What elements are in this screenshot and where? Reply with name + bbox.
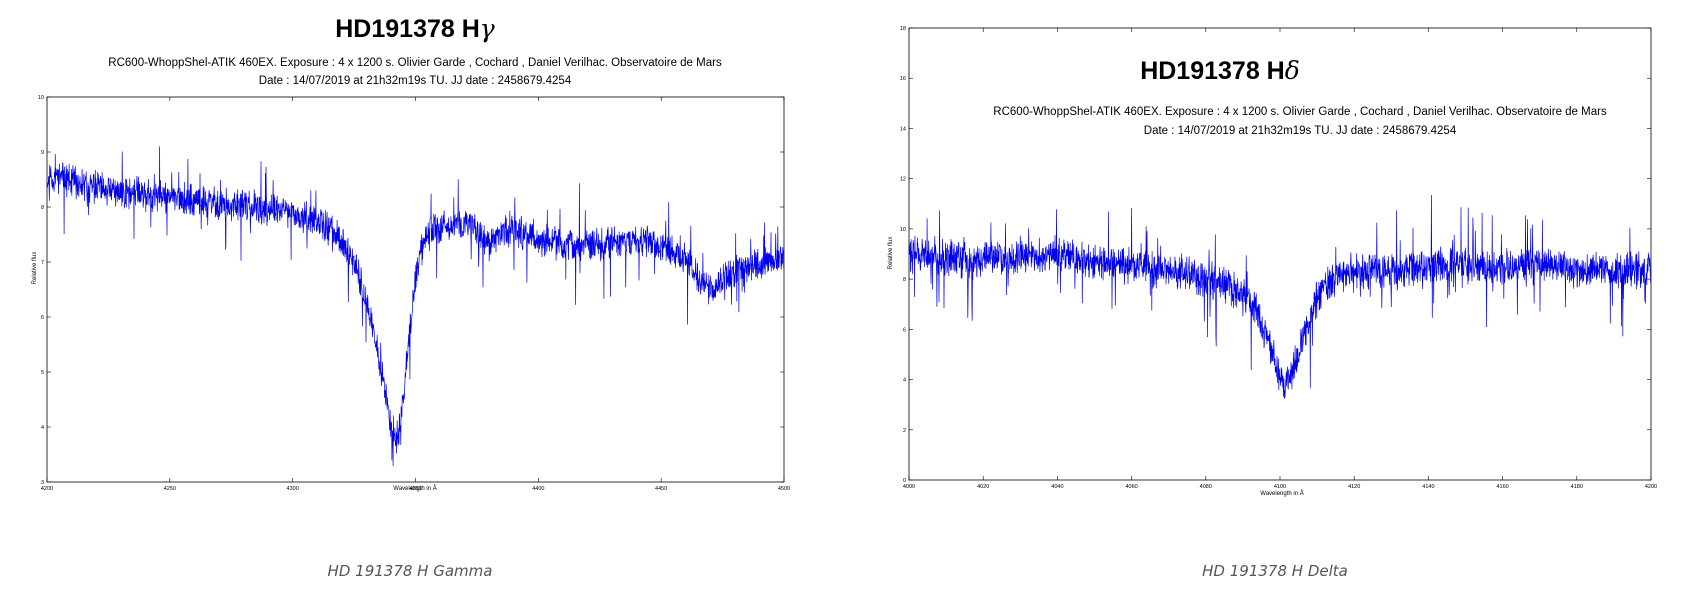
y-tick-label: 2 xyxy=(903,428,906,434)
title-symbol-gamma: γ xyxy=(480,14,495,43)
x-tick-label: 4060 xyxy=(1125,484,1137,490)
x-tick-label: 4300 xyxy=(287,486,299,492)
y-axis-label: Relative flux xyxy=(888,237,894,270)
title-symbol-delta: δ xyxy=(1285,56,1300,85)
y-tick-label: 7 xyxy=(41,260,44,266)
chart-title: HD191378 Hδ xyxy=(1140,56,1300,85)
y-tick-label: 4 xyxy=(41,425,44,431)
plot-area: 4200 4250 4300 4350 4400 4450 4500 3 4 5 6 7 8 9 10 xyxy=(38,95,790,492)
y-tick-label: 12 xyxy=(900,177,906,183)
chart-subtitle-line1: RC600-WhoppShel-ATIK 460EX. Exposure : 4… xyxy=(993,106,1607,118)
y-axis-label: Relative flux xyxy=(32,252,38,285)
y-tick-label: 4 xyxy=(903,378,906,384)
spectrum-chart-h-delta: HD191378 Hδ RC600-WhoppShel-ATIK 460EX. … xyxy=(888,26,1657,497)
x-tick-label: 4180 xyxy=(1571,484,1583,490)
plot-area: 4000 4020 4040 4060 4080 4100 4120 4140 4160 4180… xyxy=(900,26,1657,490)
x-tick-label: 4250 xyxy=(164,486,176,492)
y-tick-label: 8 xyxy=(41,205,44,211)
chart-subtitle-line2: Date : 14/07/2019 at 21h32m19s TU. JJ da… xyxy=(1144,125,1457,137)
x-tick-label: 4400 xyxy=(532,486,544,492)
spectrum-panel-h-delta: HD191378 Hδ RC600-WhoppShel-ATIK 460EX. … xyxy=(870,0,1693,597)
x-axis-label: Wavelength in Å xyxy=(393,485,436,492)
y-tick-label: 10 xyxy=(900,227,906,233)
caption-h-gamma: HD 191378 H Gamma xyxy=(327,562,493,580)
spectrum-chart-h-gamma: HD191378 Hγ RC600-WhoppShel-ATIK 460EX. … xyxy=(32,14,790,492)
y-tick-label: 6 xyxy=(41,315,44,321)
y-tick-label: 18 xyxy=(900,26,906,32)
x-tick-label: 4500 xyxy=(778,486,790,492)
x-tick-label: 4200 xyxy=(41,486,53,492)
x-tick-label: 4040 xyxy=(1051,484,1063,490)
y-tick-label: 6 xyxy=(903,327,906,333)
y-tick-label: 3 xyxy=(41,480,44,486)
chart-title: HD191378 Hγ xyxy=(335,14,495,43)
y-tick-label: 14 xyxy=(900,126,906,132)
caption-h-delta: HD 191378 H Delta xyxy=(1202,562,1348,580)
spectrum-series-line xyxy=(908,194,1652,399)
x-axis-label: Wavelength in Å xyxy=(1260,490,1303,497)
chart-subtitle-line2: Date : 14/07/2019 at 21h32m19s TU. JJ da… xyxy=(259,75,572,87)
y-tick-label: 10 xyxy=(38,95,44,101)
x-tick-label: 4450 xyxy=(655,486,667,492)
y-tick-label: 16 xyxy=(900,76,906,82)
chart-subtitle-line1: RC600-WhoppShel-ATIK 460EX. Exposure : 4… xyxy=(108,57,722,69)
x-tick-label: 4020 xyxy=(977,484,989,490)
x-tick-label: 4100 xyxy=(1274,484,1286,490)
y-tick-label: 9 xyxy=(41,150,44,156)
y-tick-label: 8 xyxy=(903,277,906,283)
y-tick-label: 0 xyxy=(903,478,906,484)
x-tick-label: 4160 xyxy=(1496,484,1508,490)
x-tick-label: 4120 xyxy=(1348,484,1360,490)
x-tick-label: 4200 xyxy=(1645,484,1657,490)
spectrum-series-line xyxy=(46,146,785,467)
y-tick-label: 5 xyxy=(41,370,44,376)
x-tick-label: 4080 xyxy=(1200,484,1212,490)
x-tick-label: 4000 xyxy=(903,484,915,490)
x-tick-label: 4140 xyxy=(1422,484,1434,490)
x-tick-label: 4350 xyxy=(409,486,421,492)
spectrum-panel-h-gamma: HD191378 Hγ RC600-WhoppShel-ATIK 460EX. … xyxy=(0,0,830,597)
